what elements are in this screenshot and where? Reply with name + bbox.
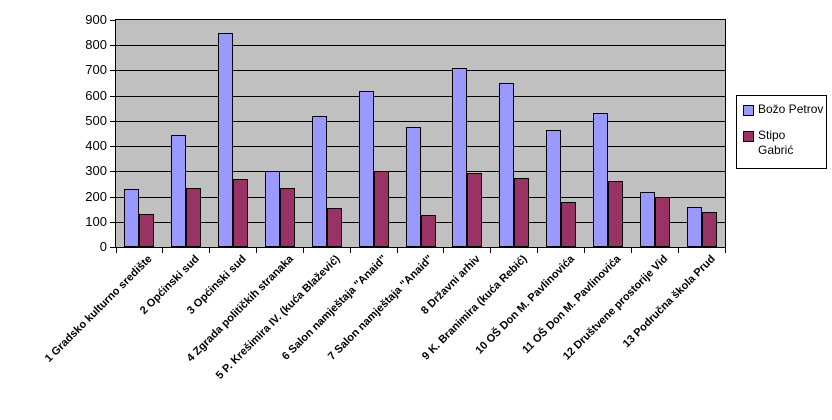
x-axis-tick <box>537 248 538 253</box>
y-axis-tick-label: 0 <box>99 239 107 254</box>
x-axis-tick <box>490 248 491 253</box>
bar-bo-o-petrov-7 <box>406 127 421 247</box>
gridline <box>116 120 725 122</box>
legend-swatch-stipo-gabri <box>743 131 754 142</box>
gridline <box>116 95 725 97</box>
y-axis-tick <box>110 197 115 198</box>
x-axis-tick <box>443 248 444 253</box>
legend: Božo Petrov Stipo Gabrić <box>736 95 827 169</box>
legend-swatch-bo-o-petrov <box>743 105 754 116</box>
bar-stipo-gabri-12 <box>655 197 670 247</box>
x-axis-tick <box>350 248 351 253</box>
y-axis-tick <box>110 96 115 97</box>
gridline <box>116 45 725 47</box>
y-axis-tick-label: 700 <box>85 62 107 77</box>
legend-label-line: Stipo <box>758 128 786 142</box>
bar-stipo-gabri-5 <box>327 208 342 247</box>
x-axis-tick <box>631 248 632 253</box>
gridline <box>116 70 725 72</box>
y-axis-tick <box>110 70 115 71</box>
bar-stipo-gabri-10 <box>561 202 576 247</box>
x-axis-tick <box>725 248 726 253</box>
y-axis-tick-label: 500 <box>85 113 107 128</box>
y-axis-tick-label: 200 <box>85 189 107 204</box>
bar-bo-o-petrov-11 <box>593 113 608 247</box>
legend-entry-bo-o-petrov: Božo Petrov <box>743 102 826 117</box>
y-axis-tick <box>110 146 115 147</box>
bar-stipo-gabri-1 <box>139 214 154 247</box>
legend-entry-stipo-gabri: Stipo Gabrić <box>743 128 826 158</box>
x-axis-tick <box>162 248 163 253</box>
bar-bo-o-petrov-6 <box>359 91 374 247</box>
y-axis-tick <box>110 222 115 223</box>
y-axis-tick-label: 600 <box>85 88 107 103</box>
y-axis-tick-label: 300 <box>85 163 107 178</box>
bar-bo-o-petrov-8 <box>452 68 467 247</box>
x-axis-tick <box>209 248 210 253</box>
x-axis-tick <box>116 248 117 253</box>
y-axis-tick <box>110 247 115 248</box>
bar-bo-o-petrov-10 <box>546 130 561 247</box>
bar-bo-o-petrov-9 <box>499 83 514 247</box>
x-axis-label-11: 11 OŠ Don M. Pavlinovića <box>520 253 624 357</box>
bar-stipo-gabri-11 <box>608 181 623 247</box>
bar-bo-o-petrov-4 <box>265 171 280 247</box>
x-axis-label-13: 13 Područna škola Prud <box>620 253 718 351</box>
x-axis-tick <box>256 248 257 253</box>
legend-label-line: Gabrić <box>758 143 794 157</box>
y-axis-tick-label: 900 <box>85 12 107 27</box>
bar-stipo-gabri-13 <box>702 212 717 247</box>
y-axis-tick <box>110 20 115 21</box>
y-axis-tick-label: 400 <box>85 138 107 153</box>
x-axis-tick <box>397 248 398 253</box>
y-axis-tick <box>110 121 115 122</box>
y-axis-tick <box>110 171 115 172</box>
bar-stipo-gabri-3 <box>233 179 248 247</box>
bar-bo-o-petrov-5 <box>312 116 327 247</box>
x-axis-label-10: 10 OŠ Don M. Pavlinovića <box>472 253 577 357</box>
bar-stipo-gabri-2 <box>186 188 201 247</box>
bar-bo-o-petrov-2 <box>171 135 186 247</box>
y-axis-tick <box>110 45 115 46</box>
x-axis-tick <box>303 248 304 253</box>
x-axis-tick <box>678 248 679 253</box>
bar-bo-o-petrov-12 <box>640 192 655 247</box>
y-axis-tick-label: 800 <box>85 37 107 52</box>
bar-bo-o-petrov-1 <box>124 189 139 247</box>
plot-area <box>115 19 726 248</box>
bar-stipo-gabri-4 <box>280 188 295 247</box>
legend-label-stipo-gabri: Stipo Gabrić <box>758 128 793 158</box>
legend-label-line: Božo Petrov <box>758 102 824 116</box>
y-axis-tick-label: 100 <box>85 214 107 229</box>
x-axis-tick <box>584 248 585 253</box>
bar-stipo-gabri-7 <box>421 215 436 247</box>
bar-stipo-gabri-6 <box>374 171 389 247</box>
legend-label-bo-o-petrov: Božo Petrov <box>758 102 823 117</box>
bar-stipo-gabri-9 <box>514 178 529 247</box>
bar-bo-o-petrov-13 <box>687 207 702 247</box>
bar-bo-o-petrov-3 <box>218 33 233 247</box>
bar-stipo-gabri-8 <box>467 173 482 247</box>
